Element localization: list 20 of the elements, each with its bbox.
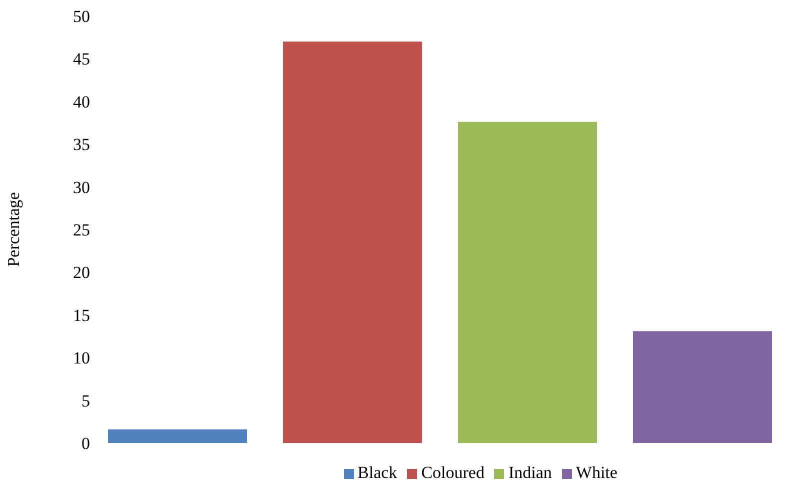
legend-label: Indian — [508, 463, 552, 482]
y-tick-label: 20 — [73, 263, 90, 282]
y-tick-label: 40 — [73, 92, 90, 112]
y-tick-label: 0 — [82, 434, 90, 454]
bar — [458, 122, 597, 443]
y-tick-label: 10 — [73, 348, 90, 368]
y-tick-label: 5 — [82, 391, 90, 410]
bar — [283, 42, 422, 443]
bar — [108, 429, 247, 443]
y-axis-title: Percentage — [4, 192, 24, 267]
y-tick-label: 35 — [73, 135, 90, 154]
y-tick-label: 30 — [73, 178, 90, 197]
legend-label: Coloured — [421, 463, 484, 482]
y-tick-label: 45 — [73, 50, 90, 69]
legend-label: Black — [358, 463, 398, 482]
y-tick-label: 25 — [73, 220, 90, 240]
bar — [633, 331, 772, 443]
y-tick-label: 15 — [73, 306, 90, 325]
legend-label: White — [576, 463, 618, 482]
y-tick-label: 50 — [73, 7, 90, 26]
